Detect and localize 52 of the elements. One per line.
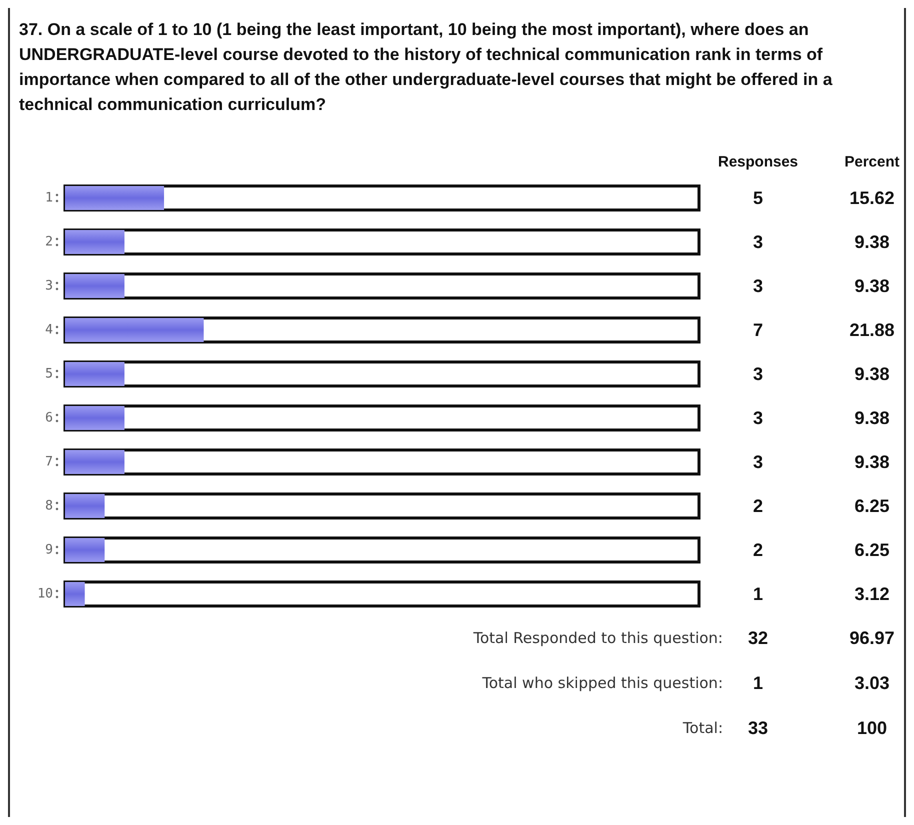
- y-tick-label: 3: [45, 278, 53, 294]
- text: 3: [752, 408, 764, 428]
- text: Responses: [718, 154, 798, 170]
- text: 100: [856, 718, 888, 738]
- text: 3.03: [854, 673, 890, 693]
- data-label: 9.38: [854, 408, 890, 428]
- bar: [65, 230, 124, 254]
- text: 3: [752, 452, 764, 472]
- data-label: 6.25: [854, 540, 890, 560]
- bar: [65, 318, 204, 342]
- text: Percent: [844, 154, 900, 170]
- data-label: 9.38: [854, 364, 890, 384]
- text: 3: [752, 276, 764, 296]
- bar: [65, 186, 164, 210]
- data-label: 9.38: [854, 232, 890, 252]
- text: 1: [752, 673, 764, 693]
- text: 32: [748, 628, 768, 648]
- text: 3: [752, 232, 764, 252]
- data-label: 21.88: [849, 320, 895, 340]
- y-tick-label: 9: [45, 542, 53, 558]
- text: Total Responded to this question:: [472, 629, 723, 647]
- text: Total who skipped this question:: [481, 674, 723, 692]
- text: 3: [752, 364, 764, 384]
- y-tick-label: 7: [45, 454, 53, 470]
- bar: [65, 362, 124, 386]
- text: 2: [752, 540, 764, 560]
- bar: [65, 538, 105, 562]
- bar: [65, 582, 85, 606]
- chart-title: 37. On a scale of 1 to 10 (1 being the least important, 10 being the most important), where does an UNDERGRADUATE-level course devoted to the history of technical communication rank in terms of importance when compared to all of the other undergraduate-level courses that might be offered in a technical communication curriculum?: [19, 20, 838, 114]
- bar: [65, 274, 124, 298]
- y-tick-label: 5: [45, 366, 53, 382]
- y-tick-label: 1: [45, 190, 53, 206]
- y-tick-label: 6: [45, 410, 53, 426]
- data-label: 6.25: [854, 496, 890, 516]
- text: 2: [752, 496, 764, 516]
- y-tick-label: 8: [45, 498, 53, 514]
- y-tick-label: 4: [45, 322, 54, 338]
- text: 33: [748, 718, 768, 738]
- data-label: 15.62: [849, 188, 895, 208]
- bar: [65, 494, 105, 518]
- data-label: 3.12: [854, 584, 890, 604]
- y-tick-label: 2: [45, 234, 53, 250]
- bar: [65, 450, 124, 474]
- text: Total:: [682, 719, 723, 737]
- y-tick-label: 10: [37, 586, 53, 602]
- data-label: 9.38: [854, 452, 890, 472]
- bar: [65, 406, 124, 430]
- text: 96.97: [849, 628, 895, 648]
- text: 7: [752, 320, 764, 340]
- text: 5: [752, 188, 764, 208]
- text: 1: [752, 584, 764, 604]
- data-label: 9.38: [854, 276, 890, 296]
